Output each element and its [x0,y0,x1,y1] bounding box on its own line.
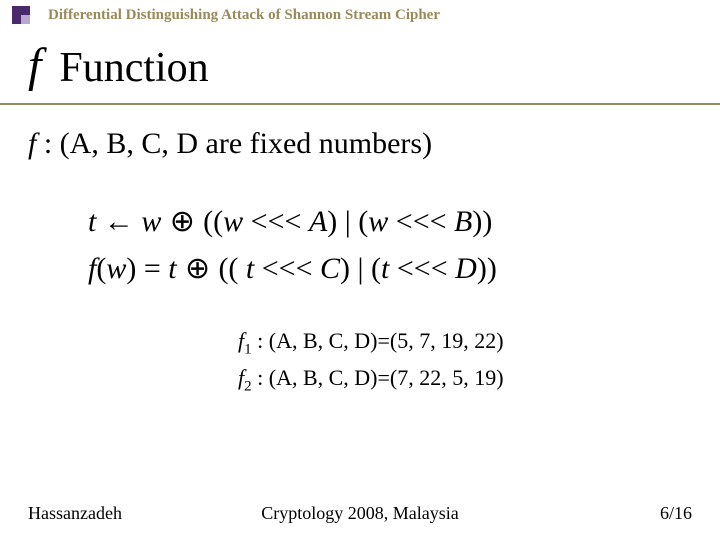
eq1-w3: w [368,205,388,238]
footer-conference: Cryptology 2008, Malaysia [261,503,458,524]
title-text: Function [59,44,208,92]
f2-rest: : (A, B, C, D)=(7, 22, 5, 19) [252,365,504,390]
f1-rest: : (A, B, C, D)=(5, 7, 19, 22) [252,328,504,353]
eq2-open2: (( [218,252,245,285]
eq1-close: )) [472,205,492,238]
eq2-close: )) [477,252,497,285]
bullet-icon [12,6,30,24]
eq2-C: C [320,252,340,285]
oplus-icon-2: ⊕ [177,252,219,285]
oplus-icon: ⊕ [161,205,203,238]
eq1-w2: w [223,205,243,238]
f2-line: f2 : (A, B, C, D)=(7, 22, 5, 19) [238,361,720,398]
eq1-w1: w [141,205,161,238]
eq2-t2: t [246,252,254,285]
equations: t ← w ⊕ ((w <<< A) | (w <<< B)) f(w) = t… [88,199,720,292]
slide-footer: Hassanzadeh Cryptology 2008, Malaysia 6/… [0,503,720,524]
bullet-inner-icon [21,15,30,24]
eq2-D: D [455,252,477,285]
eq2-eq: ) = [126,252,168,285]
slide-header: Differential Distinguishing Attack of Sh… [0,0,720,30]
divider [0,103,720,105]
eq1-B: B [454,205,472,238]
footer-page-number: 6/16 [660,503,692,524]
f2-sub: 2 [244,378,252,394]
f1-line: f1 : (A, B, C, D)=(5, 7, 19, 22) [238,324,720,361]
equation-line-2: f(w) = t ⊕ (( t <<< C) | (t <<< D)) [88,246,720,293]
eq1-arrow: ← [96,205,141,238]
footer-author: Hassanzadeh [28,503,122,524]
eq1-shift2: <<< [388,205,454,238]
eq1-A: A [309,205,327,238]
eq2-shift2: <<< [389,252,455,285]
header-title: Differential Distinguishing Attack of Sh… [48,7,440,24]
eq2-t1: t [168,252,176,285]
subtitle: f : (A, B, C, D are fixed numbers) [28,127,720,161]
eq2-open-paren: ( [96,252,106,285]
eq2-shift1: <<< [254,252,320,285]
title-f: f [28,38,41,93]
eq1-mid: ) | ( [327,205,368,238]
eq2-mid: ) | ( [340,252,381,285]
eq1-shift1: <<< [243,205,309,238]
f-values: f1 : (A, B, C, D)=(5, 7, 19, 22) f2 : (A… [238,324,720,398]
content-area: f : (A, B, C, D are fixed numbers) t ← w… [28,127,720,398]
subtitle-rest: : (A, B, C, D are fixed numbers) [36,127,432,160]
eq1-open: (( [203,205,223,238]
eq2-w: w [106,252,126,285]
f1-sub: 1 [244,341,252,357]
slide-title: f Function [28,38,720,93]
equation-line-1: t ← w ⊕ ((w <<< A) | (w <<< B)) [88,199,720,246]
